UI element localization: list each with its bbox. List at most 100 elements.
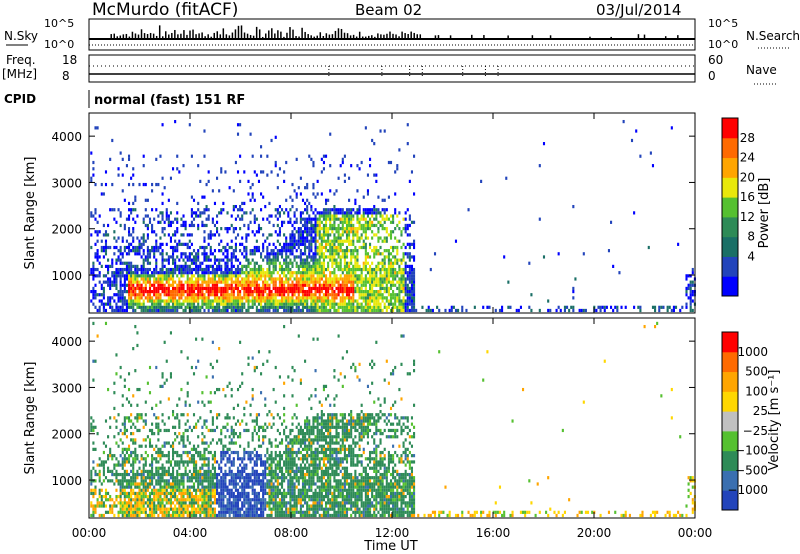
power-data-cell bbox=[125, 289, 128, 294]
vel-data-cell bbox=[197, 435, 200, 439]
power-data-cell bbox=[339, 296, 342, 300]
vel-data-cell bbox=[205, 485, 208, 489]
power-data-cell bbox=[121, 296, 124, 300]
vel-data-cell bbox=[220, 482, 223, 486]
power-data-cell bbox=[230, 296, 233, 300]
power-data-cell bbox=[348, 233, 351, 237]
power-data-cell bbox=[324, 233, 328, 237]
power-data-cell bbox=[333, 242, 336, 246]
power-data-cell bbox=[377, 267, 380, 272]
power-data-cell bbox=[360, 289, 363, 294]
vel-data-cell bbox=[184, 498, 187, 502]
power-data-cell bbox=[236, 296, 240, 300]
power-data-cell bbox=[167, 233, 170, 237]
power-data-cell bbox=[389, 261, 393, 265]
power-data-cell bbox=[406, 142, 409, 146]
power-data-cell bbox=[186, 267, 189, 272]
power-data-cell bbox=[322, 160, 325, 165]
power-data-cell bbox=[350, 258, 353, 262]
power-data-cell bbox=[366, 211, 370, 215]
vel-data-cell bbox=[228, 416, 231, 420]
power-data-cell bbox=[383, 305, 386, 309]
station-title: McMurdo (fitACF) bbox=[92, 0, 238, 20]
power-data-cell bbox=[144, 255, 147, 259]
power-data-cell bbox=[402, 305, 405, 309]
power-data-cell bbox=[130, 296, 133, 300]
power-data-cell bbox=[199, 267, 202, 272]
power-data-cell bbox=[285, 267, 288, 272]
power-data-cell bbox=[295, 208, 298, 212]
power-data-cell bbox=[360, 223, 363, 228]
power-data-cell bbox=[247, 296, 250, 300]
vel-data-cell bbox=[174, 425, 177, 429]
vel-data-cell bbox=[163, 498, 166, 502]
power-data-cell bbox=[335, 264, 338, 268]
power-data-cell bbox=[255, 280, 258, 284]
power-data-cell bbox=[333, 277, 336, 281]
vel-data-cell bbox=[213, 507, 217, 511]
power-data-cell bbox=[408, 302, 411, 306]
power-data-cell bbox=[203, 129, 206, 133]
power-data-cell bbox=[320, 239, 323, 243]
vel-data-cell bbox=[132, 457, 135, 461]
power-data-cell bbox=[413, 255, 416, 259]
vel-data-cell bbox=[140, 444, 143, 448]
power-data-cell bbox=[243, 277, 246, 281]
power-data-cell bbox=[249, 252, 252, 256]
power-data-cell bbox=[308, 289, 311, 294]
power-data-cell bbox=[207, 305, 210, 309]
power-data-cell bbox=[272, 267, 275, 272]
power-data-cell bbox=[322, 167, 325, 171]
power-data-cell bbox=[199, 261, 202, 265]
power-data-cell bbox=[345, 223, 349, 228]
vel-data-cell bbox=[188, 491, 191, 496]
power-data-cell bbox=[341, 255, 344, 259]
power-data-cell bbox=[169, 289, 173, 294]
power-data-cell bbox=[224, 286, 227, 291]
vel-data-cell bbox=[182, 438, 185, 442]
power-data-cell bbox=[362, 208, 365, 212]
power-data-cell bbox=[207, 286, 210, 291]
power-data-cell bbox=[171, 233, 175, 237]
vel-data-cell bbox=[144, 501, 147, 505]
power-data-cell bbox=[125, 277, 128, 281]
power-data-cell bbox=[260, 192, 263, 196]
vel-data-cell bbox=[222, 485, 225, 489]
power-data-cell bbox=[169, 299, 173, 303]
power-data-cell bbox=[318, 274, 321, 278]
power-data-cell bbox=[159, 286, 162, 291]
power-data-cell bbox=[123, 267, 126, 272]
vel-data-cell bbox=[190, 447, 193, 451]
vel-data-cell bbox=[127, 504, 131, 508]
power-data-cell bbox=[392, 261, 395, 265]
vel-data-cell bbox=[222, 479, 225, 483]
power-data-cell bbox=[404, 211, 407, 215]
power-data-cell bbox=[121, 305, 124, 309]
power-data-cell bbox=[366, 296, 370, 300]
vel-data-cell bbox=[222, 504, 225, 508]
freq-panel-frame bbox=[88, 54, 696, 83]
power-data-cell bbox=[385, 283, 388, 287]
power-data-cell bbox=[396, 239, 399, 243]
power-data-cell bbox=[345, 236, 349, 240]
power-data-cell bbox=[360, 245, 363, 250]
power-data-cell bbox=[241, 214, 244, 218]
power-data-cell bbox=[322, 302, 325, 306]
power-data-cell bbox=[186, 255, 189, 259]
power-data-cell bbox=[333, 236, 336, 240]
power-data-cell bbox=[142, 293, 145, 297]
power-data-cell bbox=[161, 271, 164, 275]
power-data-cell bbox=[345, 296, 349, 300]
power-data-cell bbox=[396, 249, 399, 253]
power-data-cell bbox=[222, 293, 225, 297]
power-data-cell bbox=[247, 280, 250, 284]
power-data-cell bbox=[127, 305, 131, 309]
power-data-cell bbox=[368, 227, 372, 231]
power-data-cell bbox=[287, 249, 290, 253]
vel-data-cell bbox=[161, 488, 164, 492]
power-data-cell bbox=[389, 252, 393, 256]
vel-data-cell bbox=[180, 498, 183, 502]
power-data-cell bbox=[299, 220, 302, 224]
power-data-cell bbox=[354, 289, 357, 294]
power-data-cell bbox=[280, 252, 284, 256]
